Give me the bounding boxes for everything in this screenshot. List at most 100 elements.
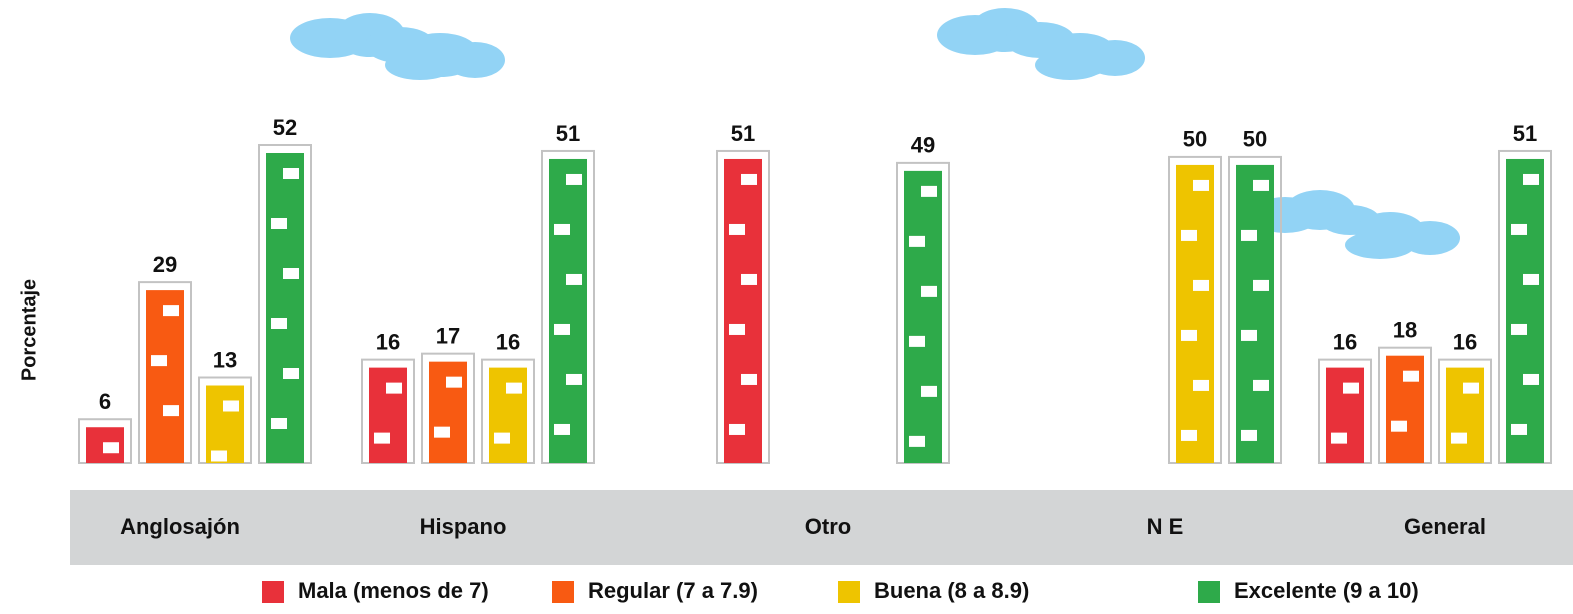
- window: [283, 368, 299, 379]
- window: [1181, 429, 1197, 441]
- category-band: [70, 490, 1573, 565]
- window: [283, 268, 299, 279]
- bar: [489, 367, 527, 463]
- bar: [206, 385, 244, 463]
- value-label: 17: [436, 323, 460, 348]
- window: [566, 173, 582, 185]
- window: [151, 355, 167, 367]
- window: [271, 318, 287, 329]
- window: [434, 426, 450, 438]
- value-label: 52: [273, 115, 297, 140]
- window: [909, 435, 925, 447]
- x-tick-label: Otro: [805, 514, 851, 539]
- window: [1523, 173, 1539, 185]
- window: [741, 173, 757, 185]
- window: [163, 405, 179, 417]
- window: [163, 305, 179, 317]
- bar: [146, 290, 184, 463]
- legend-swatch: [262, 581, 284, 603]
- window: [211, 450, 227, 462]
- window: [386, 382, 402, 394]
- window: [103, 442, 119, 454]
- legend-swatch: [1198, 581, 1220, 603]
- value-label: 18: [1393, 318, 1417, 343]
- bar: [904, 170, 942, 463]
- window: [1193, 379, 1209, 391]
- clouds: [290, 8, 1460, 259]
- window: [494, 432, 510, 444]
- window: [1253, 379, 1269, 391]
- window: [566, 273, 582, 285]
- value-label: 16: [1333, 329, 1357, 354]
- window: [283, 168, 299, 179]
- bar: [1506, 158, 1544, 463]
- window: [729, 323, 745, 335]
- window: [1511, 323, 1527, 335]
- legend-swatch: [838, 581, 860, 603]
- value-label: 6: [99, 389, 111, 414]
- bar: [549, 158, 587, 463]
- window: [1253, 179, 1269, 191]
- legend-label: Regular (7 a 7.9): [588, 578, 758, 603]
- window: [1193, 279, 1209, 291]
- window: [1523, 373, 1539, 385]
- window: [1241, 229, 1257, 241]
- value-label: 29: [153, 252, 177, 277]
- window: [1193, 179, 1209, 191]
- window: [374, 432, 390, 444]
- window: [1523, 273, 1539, 285]
- window: [921, 185, 937, 197]
- window: [566, 373, 582, 385]
- window: [554, 423, 570, 435]
- bar: [1446, 367, 1484, 463]
- window: [271, 218, 287, 229]
- window: [1451, 432, 1467, 444]
- window: [223, 400, 239, 412]
- value-label: 13: [213, 347, 237, 372]
- value-label: 16: [1453, 329, 1477, 354]
- window: [921, 285, 937, 297]
- window: [1331, 432, 1347, 444]
- value-label: 50: [1183, 127, 1207, 152]
- value-label: 51: [731, 121, 755, 146]
- window: [1181, 229, 1197, 241]
- window: [271, 418, 287, 429]
- window: [909, 335, 925, 347]
- window: [741, 373, 757, 385]
- window: [1463, 382, 1479, 394]
- window: [554, 223, 570, 235]
- window: [1511, 223, 1527, 235]
- x-tick-label: N E: [1147, 514, 1184, 539]
- x-tick-label: General: [1404, 514, 1486, 539]
- window: [1511, 423, 1527, 435]
- value-label: 16: [496, 329, 520, 354]
- bar: [369, 367, 407, 463]
- legend-label: Mala (menos de 7): [298, 578, 489, 603]
- value-label: 49: [911, 133, 935, 158]
- x-tick-label: Anglosajón: [120, 514, 240, 539]
- window: [921, 385, 937, 397]
- x-tick-label: Hispano: [420, 514, 507, 539]
- window: [909, 235, 925, 247]
- bar: [1176, 164, 1214, 463]
- bar: [1236, 164, 1274, 463]
- bar: [266, 153, 304, 463]
- bar: [1326, 367, 1364, 463]
- legend-label: Excelente (9 a 10): [1234, 578, 1419, 603]
- bar: [724, 158, 762, 463]
- window: [1241, 429, 1257, 441]
- value-label: 51: [1513, 121, 1537, 146]
- window: [729, 423, 745, 435]
- window: [1403, 370, 1419, 382]
- value-label: 51: [556, 121, 580, 146]
- legend-swatch: [552, 581, 574, 603]
- window: [554, 323, 570, 335]
- window: [1253, 279, 1269, 291]
- window: [506, 382, 522, 394]
- window: [1391, 420, 1407, 432]
- value-label: 50: [1243, 127, 1267, 152]
- legend-label: Buena (8 a 8.9): [874, 578, 1029, 603]
- window: [741, 273, 757, 285]
- y-axis-label: Porcentaje: [18, 279, 40, 381]
